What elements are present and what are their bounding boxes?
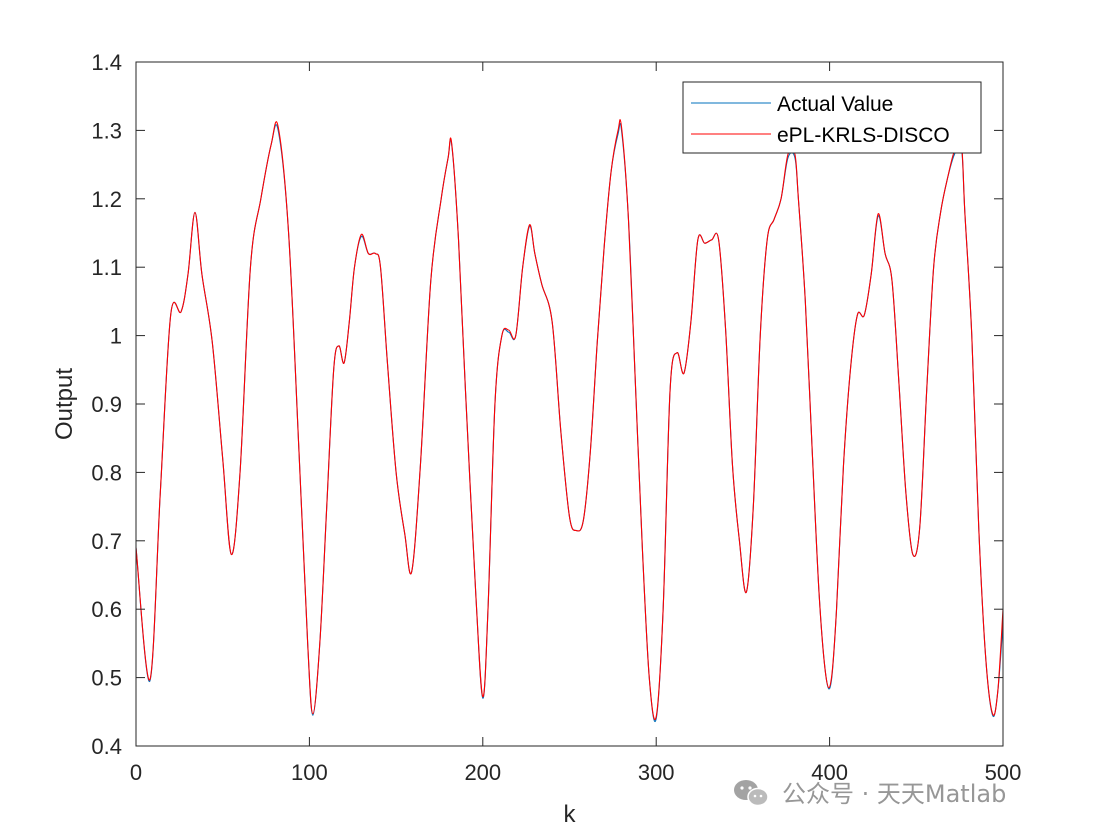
y-tick-label: 0.7 bbox=[91, 529, 122, 554]
series-layer bbox=[135, 119, 1004, 722]
legend-entry-epl-krls-disco: ePL-KRLS-DISCO bbox=[777, 124, 950, 147]
series-line-epl-krls-disco bbox=[135, 119, 1004, 720]
watermark: 公众号 · 天天Matlab bbox=[734, 780, 1006, 808]
x-tick-label: 400 bbox=[811, 760, 848, 785]
legend: Actual Value ePL-KRLS-DISCO bbox=[682, 81, 982, 154]
wechat-icon bbox=[734, 780, 769, 807]
x-tick-label: 200 bbox=[464, 760, 501, 785]
y-tick-label: 0.9 bbox=[91, 392, 122, 417]
y-tick-label: 0.8 bbox=[91, 460, 122, 485]
y-tick-label: 1.3 bbox=[91, 118, 122, 143]
x-tick-label: 100 bbox=[291, 760, 328, 785]
ticks-layer: 0 100 200 300 400 500 0.4 0.5 0.6 0.7 0.8 0.9 1 1.1 1.… bbox=[91, 50, 1021, 785]
legend-entry-actual-value: Actual Value bbox=[777, 93, 893, 116]
plot-area bbox=[136, 62, 1003, 746]
y-axis-label: Output bbox=[51, 368, 78, 440]
y-tick-label: 0.5 bbox=[91, 666, 122, 691]
legend-box bbox=[682, 81, 982, 154]
x-tick-label: 0 bbox=[130, 760, 142, 785]
y-tick-label: 0.6 bbox=[91, 597, 122, 622]
y-tick-label: 1 bbox=[110, 324, 122, 349]
y-tick-label: 1.1 bbox=[91, 255, 122, 280]
y-tick-label: 1.4 bbox=[91, 50, 122, 75]
x-tick-label: 300 bbox=[638, 760, 675, 785]
watermark-text: 公众号 · 天天Matlab bbox=[782, 780, 1006, 808]
y-tick-label: 1.2 bbox=[91, 187, 122, 212]
x-tick-label: 500 bbox=[985, 760, 1022, 785]
y-tick-label: 0.4 bbox=[91, 734, 122, 759]
x-axis-label: k bbox=[564, 801, 577, 828]
